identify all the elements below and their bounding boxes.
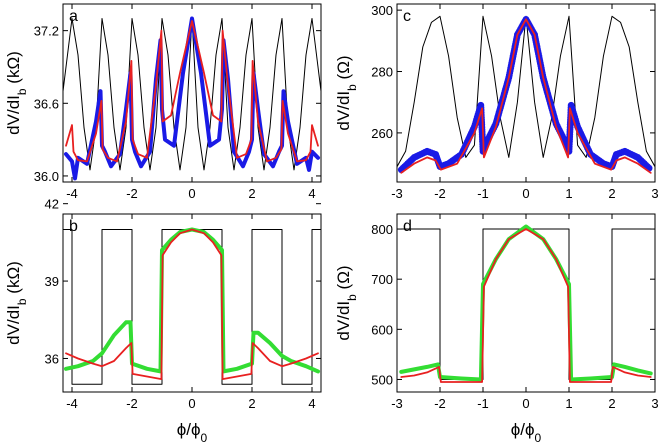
fit-series-line xyxy=(400,18,652,174)
x-tick-label: 1 xyxy=(565,186,572,201)
y-axis-label: dV/dIb (Ω) xyxy=(334,265,359,340)
x-tick-label: 2 xyxy=(248,396,255,411)
x-tick-label: -3 xyxy=(391,396,403,411)
panel-letter: a xyxy=(69,8,78,25)
y-axis-label-main: dV/dI xyxy=(334,301,353,341)
y-tick-label: 36.0 xyxy=(34,169,59,184)
x-axis-label-subscript: 0 xyxy=(535,431,542,445)
y-axis-label-subscript: b xyxy=(15,88,29,95)
reference-series-line xyxy=(397,15,655,168)
x-tick-label: 3 xyxy=(651,396,658,411)
x-tick-label: -4 xyxy=(66,396,78,411)
y-axis-label: dV/dIb (kΩ) xyxy=(4,51,29,135)
series-layer xyxy=(63,227,321,385)
x-tick-label: -1 xyxy=(477,186,489,201)
ticks-layer: -3 -2 -1 0 1 2 3 500 600 700 800 xyxy=(371,214,659,411)
x-axis-label: ϕ/ϕ0 xyxy=(177,420,208,445)
fit-series-line xyxy=(400,228,652,383)
panel-letter: b xyxy=(69,218,78,235)
y-axis-label-main: dV/dI xyxy=(4,305,23,345)
panel-letter: d xyxy=(403,218,412,235)
x-axis-label: ϕ/ϕ0 xyxy=(511,420,542,445)
series-layer xyxy=(399,224,653,383)
x-tick-label: 2 xyxy=(248,186,255,201)
y-tick-label: 300 xyxy=(371,3,393,18)
y-tick-label: 42 xyxy=(45,197,59,212)
ticks-layer: -3 -2 -1 0 1 2 3 260 280 300 xyxy=(371,3,658,201)
x-tick-label: -1 xyxy=(477,396,489,411)
y-axis-label: dV/dIb (Ω) xyxy=(334,55,359,130)
x-tick-label: -2 xyxy=(126,186,138,201)
y-axis-label-unit: (kΩ) xyxy=(4,51,23,88)
y-tick-label: 800 xyxy=(371,222,393,237)
y-tick-label: 280 xyxy=(371,65,393,80)
y-tick-label: 260 xyxy=(371,126,393,141)
reference-series-line xyxy=(400,228,652,380)
y-axis-label-unit: (Ω) xyxy=(334,265,353,294)
x-axis-label-subscript: 0 xyxy=(201,431,208,445)
x-tick-label: 3 xyxy=(651,186,658,201)
y-tick-label: 39 xyxy=(45,274,59,289)
x-tick-label: -3 xyxy=(391,186,403,201)
y-tick-label: 700 xyxy=(371,272,393,287)
x-tick-label: 2 xyxy=(608,396,615,411)
reference-series-line xyxy=(63,229,321,385)
panel-c: c -3 -2 -1 0 1 2 3 260 280 300 dV/dIb (Ω) xyxy=(334,3,659,201)
measured-series-line xyxy=(64,16,320,181)
x-tick-label: -4 xyxy=(66,186,78,201)
y-tick-label: 36.6 xyxy=(34,96,59,111)
x-tick-label: -2 xyxy=(434,396,446,411)
measured-series xyxy=(397,15,653,174)
ticks-layer: -4 -2 0 2 4 36.0 36.6 37.2 xyxy=(34,4,321,201)
x-tick-label: 0 xyxy=(188,396,195,411)
y-tick-label: 600 xyxy=(371,322,393,337)
x-axis-label-main: ϕ/ϕ xyxy=(177,420,201,439)
series-layer xyxy=(63,16,321,181)
panel-a: a -4 -2 0 2 4 36.0 36.6 37.2 dV/dIb (kΩ) xyxy=(4,3,322,201)
fit-series-line xyxy=(65,20,319,163)
y-axis-label-main: dV/dI xyxy=(4,95,23,135)
ticks-layer: -4 -2 0 2 4 36 39 42 xyxy=(45,197,321,411)
series-layer xyxy=(397,15,655,174)
y-tick-label: 500 xyxy=(371,372,393,387)
x-tick-label: 0 xyxy=(522,396,529,411)
y-axis-label-unit: (kΩ) xyxy=(4,261,23,298)
y-tick-label: 36 xyxy=(45,351,59,366)
x-tick-label: 2 xyxy=(608,186,615,201)
x-tick-label: 0 xyxy=(188,186,195,201)
x-axis-label-main: ϕ/ϕ xyxy=(511,420,535,439)
x-tick-label: 0 xyxy=(522,186,529,201)
y-axis-label-unit: (Ω) xyxy=(334,55,353,84)
x-tick-label: 1 xyxy=(565,396,572,411)
y-axis-label-subscript: b xyxy=(345,294,359,301)
y-axis-label-main: dV/dI xyxy=(334,91,353,131)
x-tick-label: -2 xyxy=(434,186,446,201)
x-tick-label: 4 xyxy=(308,186,315,201)
measured-series-line xyxy=(399,224,653,382)
panel-letter: c xyxy=(403,8,411,25)
y-axis-label-subscript: b xyxy=(345,84,359,91)
x-tick-label: 4 xyxy=(308,396,315,411)
x-tick-label: -2 xyxy=(126,396,138,411)
measured-series-line xyxy=(64,227,320,374)
y-tick-label: 37.2 xyxy=(34,24,59,39)
fit-series-line xyxy=(65,228,319,380)
y-axis-label: dV/dIb (kΩ) xyxy=(4,261,29,345)
y-axis-label-subscript: b xyxy=(15,298,29,305)
